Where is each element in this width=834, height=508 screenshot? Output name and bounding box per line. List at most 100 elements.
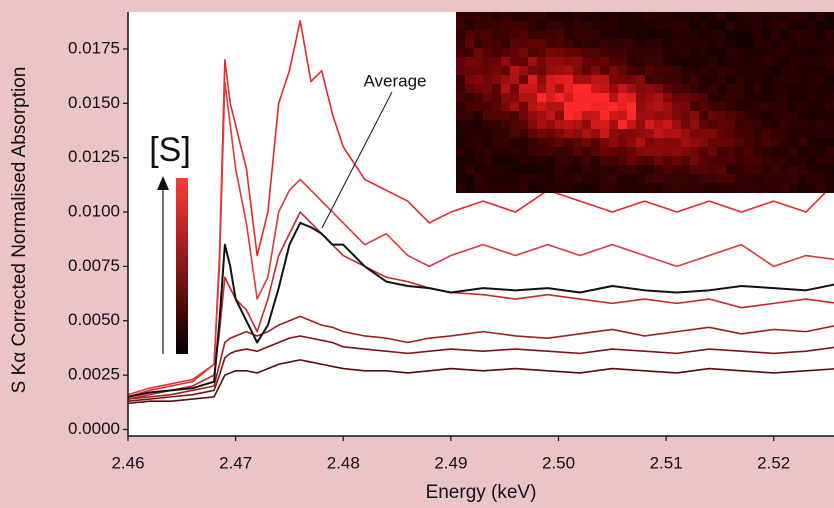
map-pixel: [537, 30, 546, 39]
map-pixel: [744, 93, 753, 102]
map-pixel: [600, 48, 609, 57]
map-pixel: [492, 30, 501, 39]
map-pixel: [798, 147, 807, 156]
map-pixel: [627, 12, 636, 21]
map-pixel: [807, 102, 816, 111]
map-pixel: [762, 84, 771, 93]
map-pixel: [600, 147, 609, 156]
map-pixel: [726, 84, 735, 93]
map-pixel: [582, 138, 591, 147]
map-pixel: [789, 120, 798, 129]
map-pixel: [762, 21, 771, 30]
map-pixel: [717, 183, 726, 192]
map-pixel: [690, 165, 699, 174]
map-pixel: [573, 165, 582, 174]
map-pixel: [753, 84, 762, 93]
map-pixel: [501, 39, 510, 48]
map-pixel: [465, 147, 474, 156]
map-pixel: [600, 129, 609, 138]
map-pixel: [780, 183, 789, 192]
map-pixel: [672, 39, 681, 48]
map-pixel: [510, 138, 519, 147]
map-pixel: [744, 30, 753, 39]
map-pixel: [537, 84, 546, 93]
map-pixel: [456, 75, 465, 84]
map-pixel: [537, 129, 546, 138]
map-pixel: [708, 102, 717, 111]
map-pixel: [483, 147, 492, 156]
map-pixel: [546, 147, 555, 156]
map-pixel: [645, 120, 654, 129]
map-pixel: [609, 138, 618, 147]
map-pixel: [789, 129, 798, 138]
map-pixel: [618, 111, 627, 120]
map-pixel: [546, 129, 555, 138]
map-pixel: [465, 174, 474, 183]
map-pixel: [636, 39, 645, 48]
map-pixel: [510, 183, 519, 192]
map-pixel: [618, 156, 627, 165]
map-pixel: [564, 147, 573, 156]
map-pixel: [663, 93, 672, 102]
map-pixel: [492, 57, 501, 66]
map-pixel: [618, 93, 627, 102]
map-pixel: [744, 57, 753, 66]
map-pixel: [771, 93, 780, 102]
map-pixel: [465, 21, 474, 30]
map-pixel: [573, 12, 582, 21]
map-pixel: [762, 111, 771, 120]
map-pixel: [762, 138, 771, 147]
map-pixel: [744, 12, 753, 21]
map-pixel: [798, 174, 807, 183]
map-pixel: [546, 75, 555, 84]
map-pixel: [744, 147, 753, 156]
map-pixel: [573, 120, 582, 129]
map-pixel: [744, 102, 753, 111]
map-pixel: [609, 156, 618, 165]
map-pixel: [816, 48, 825, 57]
map-pixel: [735, 165, 744, 174]
map-pixel: [717, 30, 726, 39]
map-pixel: [537, 138, 546, 147]
map-pixel: [474, 174, 483, 183]
map-pixel: [744, 48, 753, 57]
map-pixel: [780, 111, 789, 120]
map-pixel: [780, 120, 789, 129]
map-pixel: [645, 183, 654, 192]
map-pixel: [465, 57, 474, 66]
map-pixel: [645, 129, 654, 138]
map-pixel: [798, 192, 807, 193]
map-pixel: [483, 12, 492, 21]
map-pixel: [564, 84, 573, 93]
map-pixel: [492, 66, 501, 75]
map-pixel: [492, 174, 501, 183]
map-pixel: [492, 111, 501, 120]
map-pixel: [789, 93, 798, 102]
y-tick-label: 0.0050: [68, 310, 120, 329]
map-pixel: [483, 57, 492, 66]
map-pixel: [654, 102, 663, 111]
x-tick-label: 2.51: [650, 453, 683, 472]
map-pixel: [555, 75, 564, 84]
map-pixel: [681, 84, 690, 93]
map-pixel: [492, 84, 501, 93]
map-pixel: [690, 66, 699, 75]
map-pixel: [492, 102, 501, 111]
map-pixel: [780, 48, 789, 57]
map-pixel: [618, 75, 627, 84]
map-pixel: [618, 174, 627, 183]
map-pixel: [636, 93, 645, 102]
map-pixel: [789, 111, 798, 120]
map-pixel: [591, 48, 600, 57]
map-pixel: [690, 192, 699, 193]
map-pixel: [681, 21, 690, 30]
map-pixel: [744, 120, 753, 129]
map-pixel: [807, 39, 816, 48]
map-pixel: [465, 93, 474, 102]
map-pixel: [699, 192, 708, 193]
map-pixel: [573, 156, 582, 165]
map-pixel: [591, 39, 600, 48]
map-pixel: [825, 21, 834, 30]
map-pixel: [699, 165, 708, 174]
map-pixel: [591, 30, 600, 39]
